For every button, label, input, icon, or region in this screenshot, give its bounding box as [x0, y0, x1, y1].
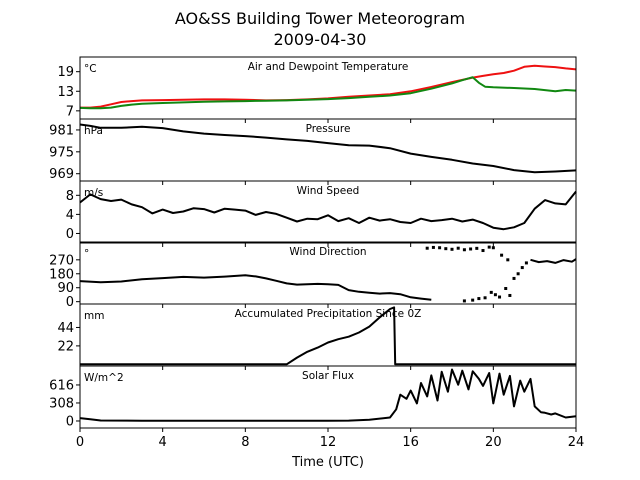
winddir-point	[504, 287, 508, 290]
panel-unit: mm	[84, 310, 104, 322]
winddir-point	[493, 293, 497, 297]
panel-unit: °	[84, 248, 89, 260]
winddir-point	[491, 246, 495, 250]
panel-unit: hPa	[84, 125, 103, 137]
y-tick-label: 4	[66, 208, 74, 223]
winddir-point	[475, 246, 479, 250]
x-tick-label: 16	[402, 435, 419, 450]
x-tick-label: 12	[320, 435, 337, 450]
series-line-precip	[80, 306, 576, 366]
y-tick-label: 975	[49, 145, 74, 160]
y-tick-label: 981	[49, 123, 74, 138]
winddir-point	[483, 296, 487, 300]
x-tick-label: 0	[76, 435, 84, 450]
series-line-pressure	[79, 123, 577, 174]
winddir-point	[462, 299, 466, 303]
y-tick-label: 180	[49, 267, 74, 282]
winddir-point	[425, 246, 429, 250]
winddir-point	[516, 272, 520, 276]
winddir-point	[444, 247, 448, 251]
winddir-point	[506, 258, 510, 262]
winddir-point	[438, 246, 442, 250]
y-tick-label: 270	[49, 253, 74, 268]
y-tick-label: 308	[49, 396, 74, 411]
winddir-point	[489, 290, 493, 294]
panel-solar: 0 308 616 Solar Flux W/m^2	[49, 365, 577, 432]
series-line-windspeed	[79, 190, 577, 231]
panel-unit: °C	[84, 63, 97, 75]
y-tick-label: 616	[49, 378, 74, 393]
winddir-point	[450, 247, 454, 251]
winddir-point	[471, 298, 475, 302]
panel-title: Wind Speed	[297, 185, 360, 197]
chart-subtitle-date: 2009-04-30	[274, 30, 367, 49]
y-tick-label: 969	[49, 167, 74, 182]
panel-title: Solar Flux	[302, 370, 354, 382]
winddir-point	[477, 297, 481, 301]
y-tick-label: 0	[66, 227, 74, 242]
y-tick-label: 13	[57, 85, 74, 100]
y-tick-label: 22	[57, 339, 74, 354]
panel-title: Pressure	[306, 123, 351, 135]
x-tick-label: 4	[159, 435, 167, 450]
x-tick-label: 8	[241, 435, 249, 450]
y-tick-label: 7	[66, 104, 74, 119]
winddir-point	[520, 266, 524, 270]
panels-group: 7 13 19 Air and Dewpoint Temperature °C 969 97…	[49, 56, 577, 432]
x-axis: 0 4 8 12 16 20 24	[76, 435, 584, 450]
winddir-point	[524, 261, 528, 265]
panel-title: Air and Dewpoint Temperature	[248, 61, 409, 73]
winddir-point	[469, 247, 473, 251]
winddir-point	[462, 248, 466, 252]
panel-pressure: 969 975 981 Pressure hPa	[49, 118, 577, 185]
x-axis-label: Time (UTC)	[291, 455, 364, 470]
winddir-point	[500, 253, 504, 257]
winddir-point	[481, 249, 485, 253]
y-tick-label: 0	[66, 295, 74, 310]
y-tick-label: 19	[57, 65, 74, 80]
y-tick-label: 0	[66, 414, 74, 429]
panel-unit: m/s	[84, 187, 103, 199]
winddir-point	[487, 245, 491, 249]
series-line-winddir_line2	[530, 258, 577, 264]
series-line-solar	[79, 368, 577, 422]
winddir-point	[512, 276, 516, 280]
winddir-point	[456, 246, 460, 250]
panel-title: Accumulated Precipitation Since 0Z	[235, 308, 422, 320]
series-line-temperature	[80, 64, 577, 109]
x-tick-label: 20	[485, 435, 502, 450]
winddir-point	[508, 293, 512, 297]
panel-precip: 22 44 Accumulated Precipitation Since 0Z mm	[57, 303, 577, 370]
panel-unit: W/m^2	[84, 372, 124, 384]
x-tick-label: 24	[568, 435, 585, 450]
winddir-point	[498, 295, 502, 299]
series-line-dewpoint	[79, 76, 577, 110]
panel-title: Wind Direction	[289, 246, 366, 258]
y-tick-label: 90	[57, 281, 74, 296]
panel-temp: 7 13 19 Air and Dewpoint Temperature °C	[57, 56, 577, 123]
y-tick-label: 44	[57, 321, 74, 336]
y-tick-label: 8	[66, 189, 74, 204]
series-line-winddir_line	[79, 274, 432, 301]
chart-title: AO&SS Building Tower Meteorogram	[175, 9, 465, 28]
winddir-point	[431, 245, 435, 249]
panel-wspd: 0 4 8 Wind Speed m/s	[66, 180, 577, 247]
